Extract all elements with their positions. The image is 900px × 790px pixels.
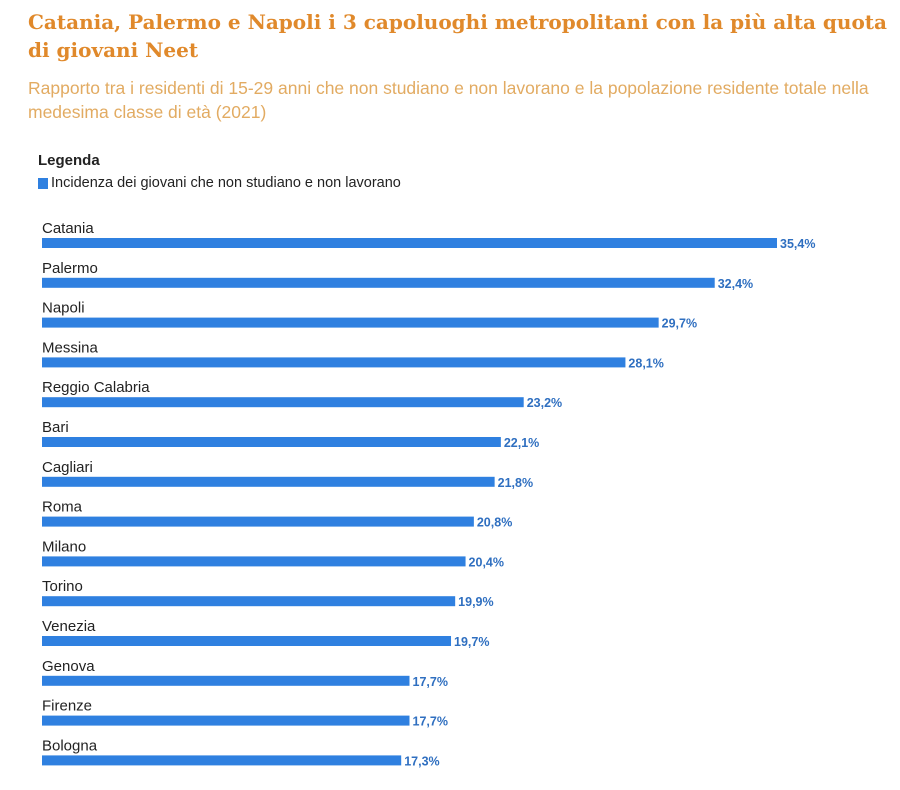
category-label: Cagliari [42, 459, 93, 476]
bar [42, 516, 474, 527]
bar [42, 238, 777, 248]
value-label: 20,8% [477, 516, 512, 530]
value-label: 17,7% [413, 675, 448, 689]
bar [42, 596, 456, 607]
bar [42, 397, 524, 408]
category-label: Catania [42, 220, 94, 237]
category-label: Torino [42, 578, 83, 595]
bar [42, 476, 495, 487]
category-label: Genova [42, 658, 95, 675]
chart-title: Catania, Palermo e Napoli i 3 capoluoghi… [28, 10, 887, 62]
category-label: Messina [42, 339, 99, 356]
category-label: Venezia [42, 618, 96, 635]
value-label: 35,4% [780, 237, 815, 251]
category-label: Bari [42, 419, 69, 436]
legend-swatch [38, 177, 48, 189]
bar [42, 636, 452, 646]
value-label: 23,2% [527, 396, 562, 410]
value-label: 17,7% [413, 715, 448, 729]
category-label: Firenze [42, 698, 92, 715]
category-label: Palermo [42, 260, 98, 277]
category-label: Reggio Calabria [42, 379, 150, 396]
legend-label: Incidenza dei giovani che non studiano e… [51, 175, 401, 191]
value-label: 28,1% [628, 356, 663, 370]
legend-item: Incidenza dei giovani che non studiano e… [38, 175, 401, 191]
category-label: Bologna [42, 737, 98, 754]
bar [42, 755, 402, 766]
value-label: 19,7% [454, 635, 489, 649]
bar [42, 437, 501, 447]
value-label: 17,3% [404, 754, 439, 768]
value-label: 20,4% [469, 555, 504, 569]
category-label: Roma [42, 499, 83, 516]
bar [42, 715, 410, 726]
category-label: Milano [42, 538, 86, 555]
value-label: 21,8% [498, 476, 533, 490]
value-label: 22,1% [504, 436, 539, 450]
category-label: Napoli [42, 300, 85, 317]
bar [42, 556, 466, 567]
bar [42, 317, 659, 328]
legend-title: Legenda [38, 152, 100, 169]
value-label: 32,4% [718, 277, 753, 291]
bar [42, 277, 715, 288]
value-label: 19,9% [458, 595, 493, 609]
chart-subtitle: Rapporto tra i residenti di 15-29 anni c… [28, 78, 869, 122]
bar [42, 357, 626, 368]
bar [42, 675, 410, 686]
value-label: 29,7% [662, 317, 697, 331]
